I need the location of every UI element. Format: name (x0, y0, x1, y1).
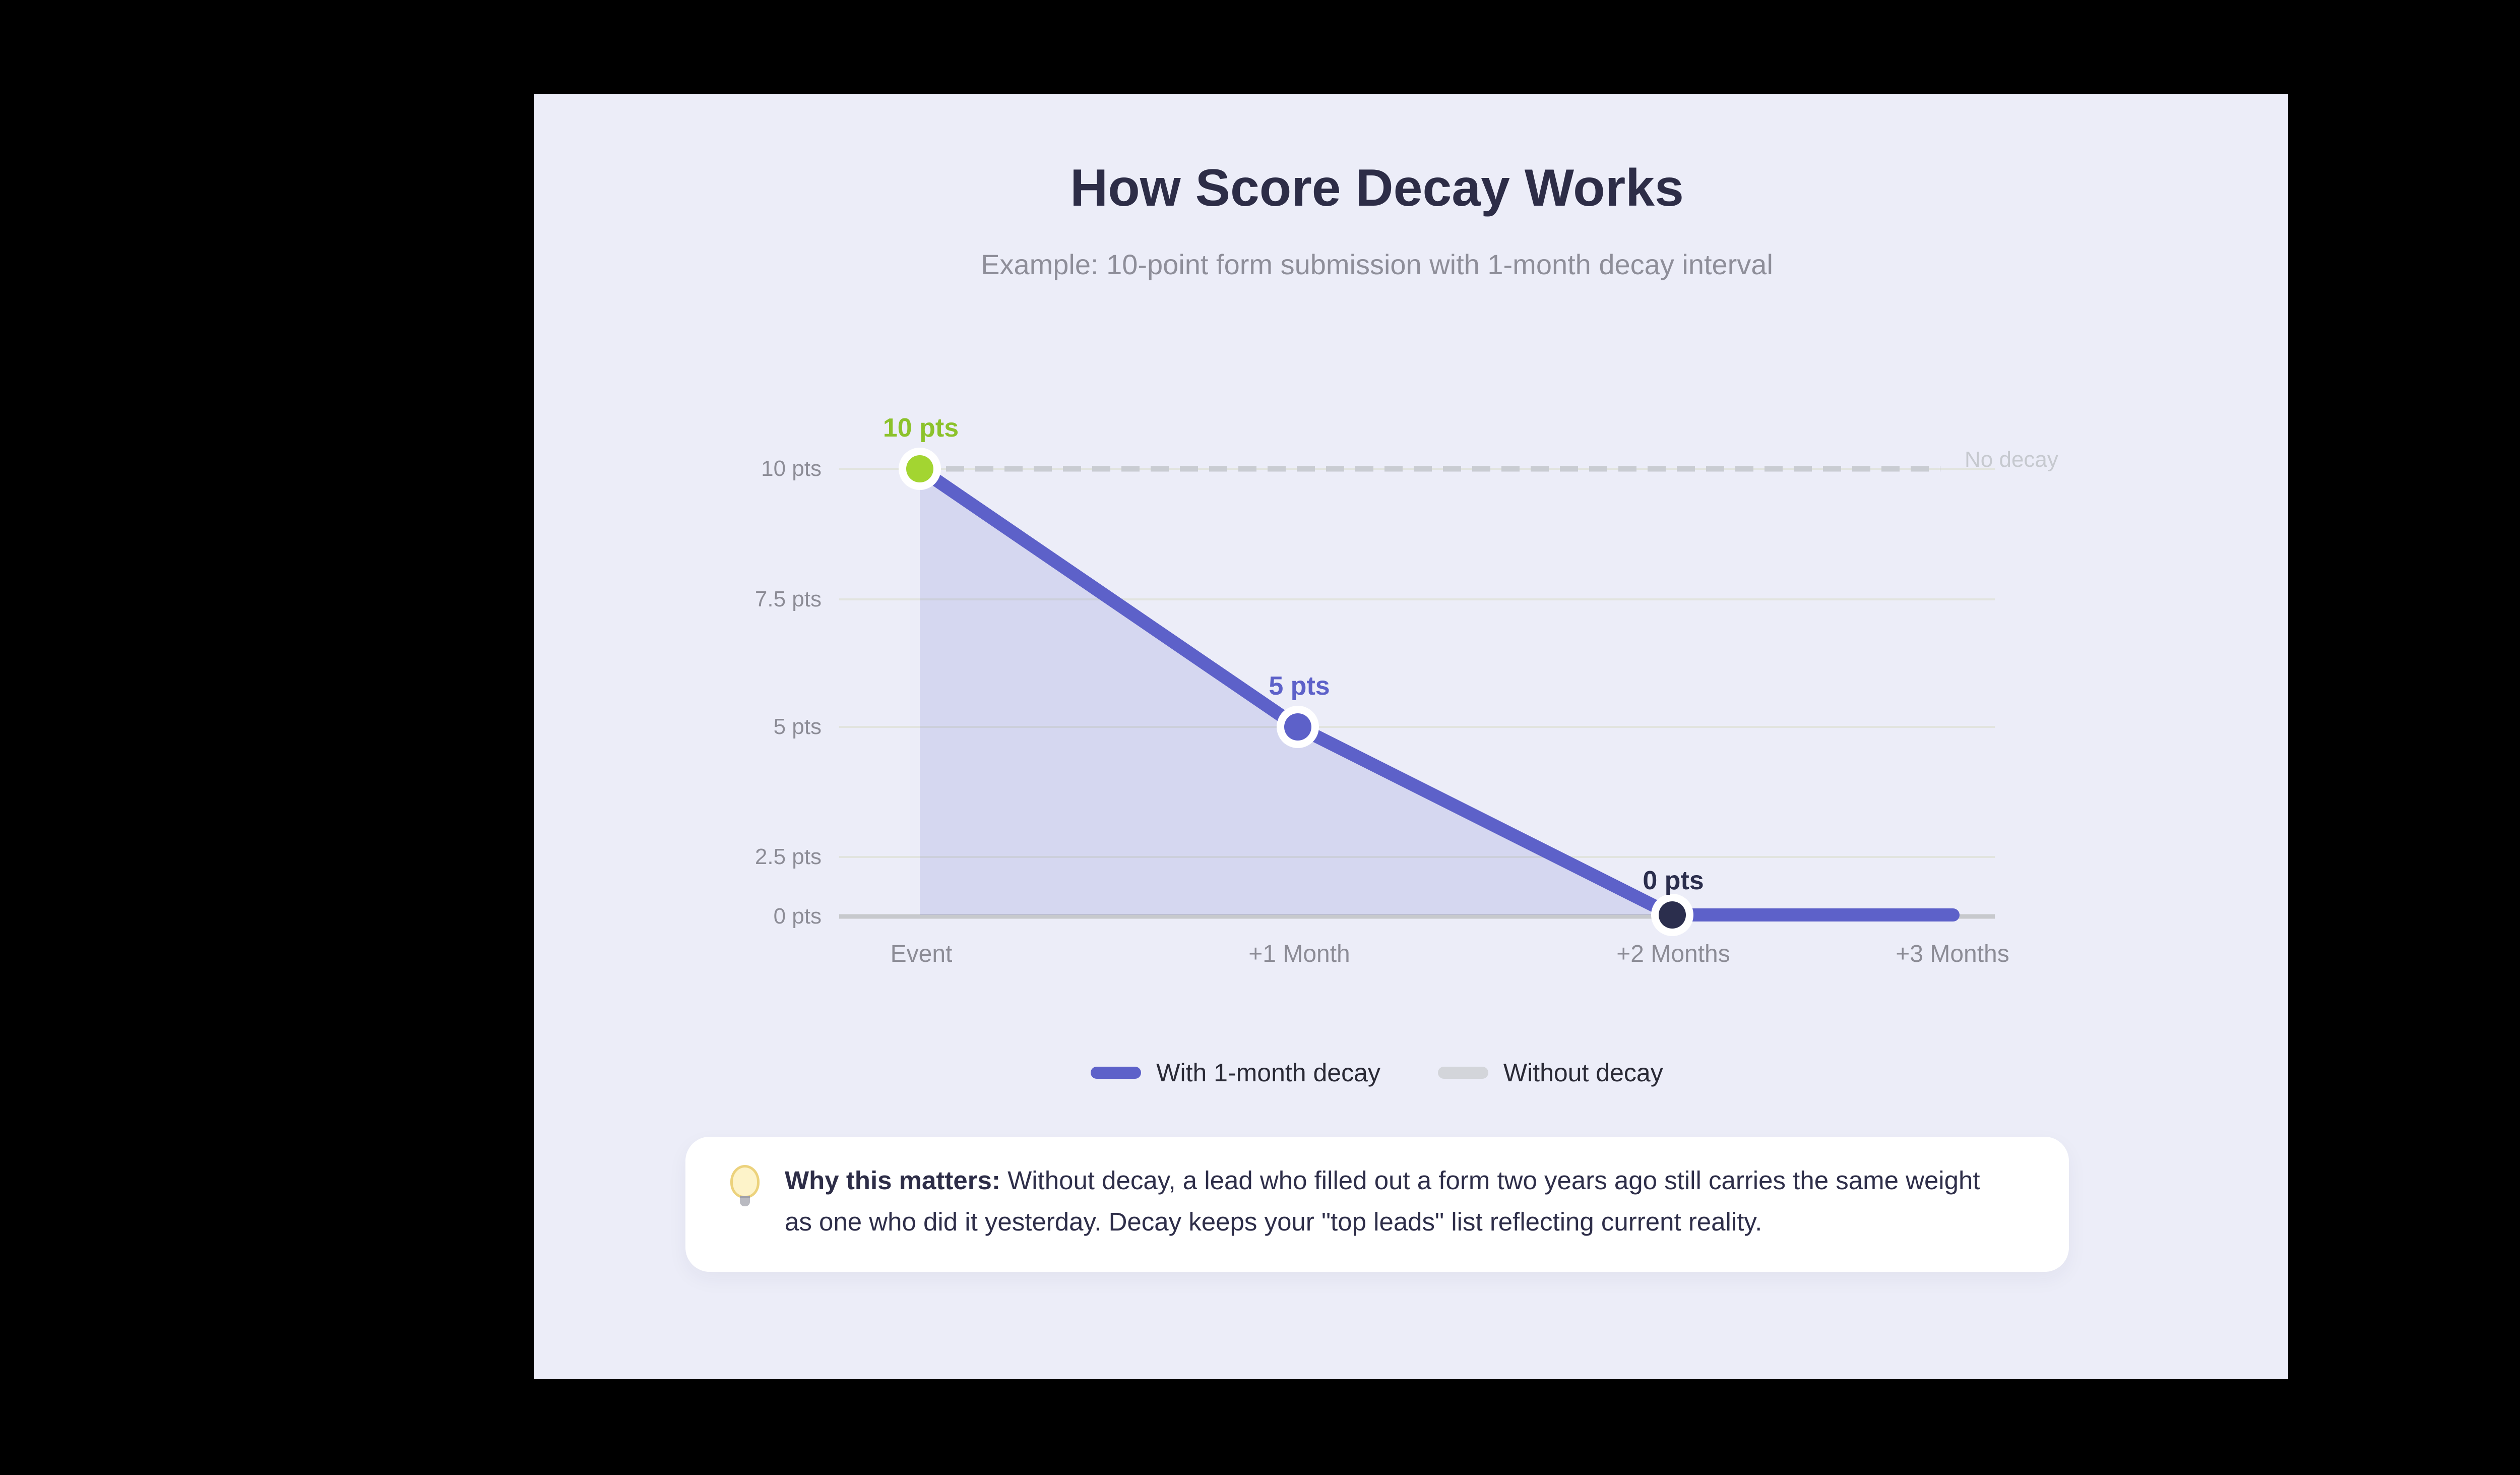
legend-item-without-decay: Without decay (1437, 1058, 1663, 1088)
lightbulb-icon (728, 1165, 762, 1206)
point-label-0pts: 0 pts (1643, 866, 1704, 895)
x-axis-tick-3months: +3 Months (1896, 941, 2009, 967)
page-subtitle: Example: 10-point form submission with 1… (981, 249, 1773, 280)
chart-legend: With 1-month decay Without decay (684, 1058, 2070, 1088)
x-axis-tick-1month: +1 Month (1248, 941, 1350, 967)
legend-label-with-decay: With 1-month decay (1156, 1059, 1380, 1087)
with-decay-swatch-icon (1091, 1067, 1142, 1079)
lightbulb-base (740, 1196, 750, 1206)
callout-lead: Why this matters: (785, 1166, 1000, 1195)
callout-text: Why this matters: Without decay, a lead … (785, 1160, 2008, 1243)
legend-label-without-decay: Without decay (1503, 1059, 1663, 1087)
without-decay-swatch-icon (1437, 1067, 1488, 1079)
y-axis-tick-7-5pts: 7.5 pts (754, 587, 822, 611)
y-axis-tick-10pts: 10 pts (761, 456, 822, 481)
score-decay-chart: 10 pts 7.5 pts 5 pts 2.5 pts 0 pts (534, 94, 2288, 1379)
decay-area-fill (920, 469, 1672, 915)
decay-line (913, 462, 1960, 921)
page-title: How Score Decay Works (1070, 159, 1684, 217)
infographic-panel: How Score Decay Works Example: 10-point … (534, 94, 2288, 1379)
y-axis-tick-2-5pts: 2.5 pts (754, 844, 822, 869)
y-axis-tick-0pts: 0 pts (773, 904, 822, 929)
marker-event-10pts (899, 448, 941, 490)
y-axis-tick-5pts: 5 pts (773, 714, 822, 739)
legend-item-with-decay: With 1-month decay (1091, 1058, 1380, 1088)
plot-area (839, 448, 1995, 936)
marker-2months-0pts (1651, 894, 1693, 936)
point-label-5pts: 5 pts (1269, 671, 1330, 701)
x-axis-tick-2months: +2 Months (1616, 941, 1730, 967)
marker-1month-5pts (1277, 706, 1319, 748)
x-axis-tick-event: Event (890, 941, 953, 967)
why-this-matters-callout: Why this matters: Without decay, a lead … (685, 1137, 2069, 1272)
callout-body: Without decay, a lead who filled out a f… (785, 1166, 1980, 1236)
point-label-10pts: 10 pts (883, 413, 959, 443)
no-decay-annotation: No decay (1965, 447, 2058, 472)
lightbulb-glass (730, 1165, 760, 1198)
